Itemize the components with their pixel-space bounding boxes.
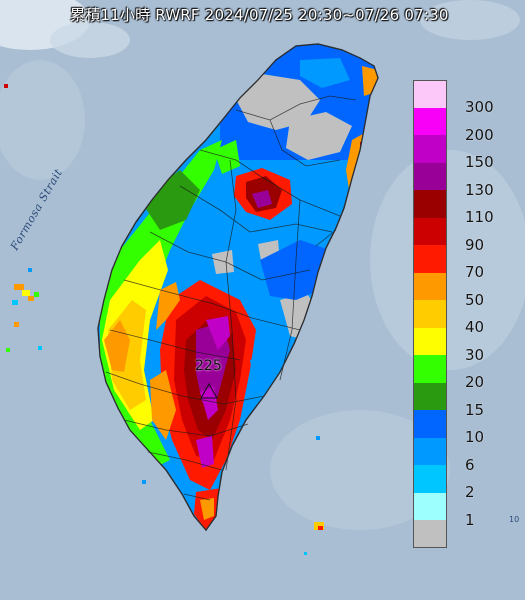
legend-swatch: [413, 245, 447, 273]
legend-swatch: [413, 355, 447, 383]
legend-value: 10: [465, 428, 485, 446]
legend-swatch: [413, 107, 447, 135]
legend-swatch: [413, 465, 447, 493]
legend-swatch: [413, 327, 447, 355]
legend-value: 150: [465, 153, 494, 171]
legend-value: 6: [465, 455, 475, 474]
legend-row: 15: [413, 382, 523, 419]
rainfall-legend: 300 200 150 130 110 90 70 50 40 30 20 15 10 6 2 1: [413, 80, 523, 548]
legend-swatch: [413, 437, 447, 465]
legend-row: 50: [413, 272, 523, 309]
legend-swatch: [413, 410, 447, 438]
legend-swatch: [413, 492, 447, 520]
peak-marker-icon: [200, 382, 218, 399]
legend-swatch: [413, 520, 447, 548]
legend-value: 50: [465, 290, 485, 309]
legend-row: 90: [413, 217, 523, 254]
legend-value: 1: [465, 510, 475, 529]
legend-swatch: [413, 135, 447, 163]
taiwan-outline: [97, 43, 379, 531]
legend-value: 300: [465, 98, 494, 116]
legend-row: 20: [413, 355, 523, 391]
map-title: 累積11小時 RWRF 2024/07/25 20:30~07/26 07:30: [70, 6, 449, 24]
sea-echoes: [4, 84, 324, 555]
peak-value: 225: [195, 358, 222, 374]
legend-row: 40: [413, 300, 523, 336]
legend-swatch: [413, 162, 447, 190]
legend-value: 90: [465, 235, 485, 254]
legend-row: 70: [413, 245, 523, 281]
legend-row: 130: [413, 162, 523, 199]
legend-value: 30: [465, 345, 485, 364]
legend-row: 1: [413, 492, 523, 529]
legend-swatch: [413, 217, 447, 245]
county-boundaries: [105, 95, 357, 501]
legend-value: 2: [465, 483, 475, 501]
legend-swatch: [413, 272, 447, 300]
rainfall-fields: [100, 44, 378, 530]
legend-value: 15: [465, 400, 485, 419]
legend-value: 130: [465, 180, 494, 199]
legend-swatch: [413, 80, 447, 108]
legend-row: 30: [413, 327, 523, 364]
edge-number: 10: [509, 515, 520, 524]
legend-row: 110: [413, 190, 523, 226]
legend-swatch: [413, 300, 447, 328]
legend-swatch: [413, 382, 447, 410]
legend-row: 200: [413, 107, 523, 144]
legend-value: 200: [465, 125, 494, 144]
legend-row: 2: [413, 465, 523, 501]
legend-row: [413, 520, 523, 548]
sea-clouds: [0, 0, 525, 530]
legend-value: 20: [465, 373, 485, 391]
legend-row: 6: [413, 437, 523, 474]
legend-row: 300: [413, 80, 523, 116]
legend-row: 150: [413, 135, 523, 171]
legend-row: 10: [413, 410, 523, 446]
legend-swatch: [413, 190, 447, 218]
legend-value: 110: [465, 208, 494, 226]
legend-value: 70: [465, 263, 485, 281]
legend-value: 40: [465, 318, 485, 336]
